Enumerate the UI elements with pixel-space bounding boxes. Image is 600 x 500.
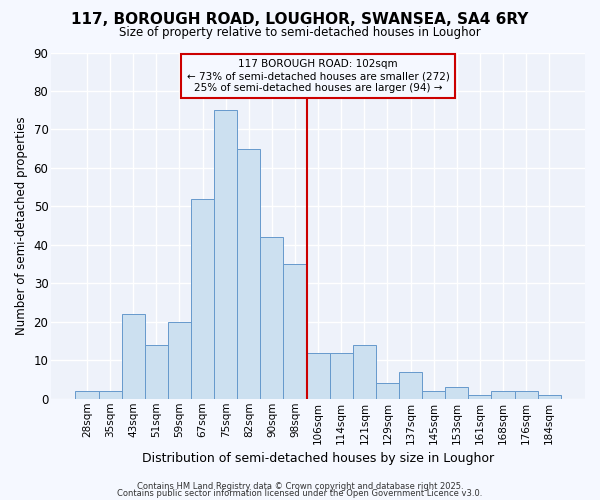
Text: Contains public sector information licensed under the Open Government Licence v3: Contains public sector information licen… <box>118 490 482 498</box>
Text: Size of property relative to semi-detached houses in Loughor: Size of property relative to semi-detach… <box>119 26 481 39</box>
Bar <box>283 264 307 399</box>
Bar <box>445 387 469 399</box>
Text: Contains HM Land Registry data © Crown copyright and database right 2025.: Contains HM Land Registry data © Crown c… <box>137 482 463 491</box>
Bar <box>98 391 122 399</box>
Bar <box>237 148 260 399</box>
Bar <box>422 391 445 399</box>
Bar <box>145 345 168 399</box>
Bar <box>260 237 283 399</box>
Bar <box>491 391 515 399</box>
Bar <box>515 391 538 399</box>
Bar <box>538 395 561 399</box>
X-axis label: Distribution of semi-detached houses by size in Loughor: Distribution of semi-detached houses by … <box>142 452 494 465</box>
Text: 117, BOROUGH ROAD, LOUGHOR, SWANSEA, SA4 6RY: 117, BOROUGH ROAD, LOUGHOR, SWANSEA, SA4… <box>71 12 529 28</box>
Bar <box>214 110 237 399</box>
Bar <box>399 372 422 399</box>
Bar <box>329 352 353 399</box>
Bar <box>191 198 214 399</box>
Bar <box>376 384 399 399</box>
Y-axis label: Number of semi-detached properties: Number of semi-detached properties <box>15 116 28 335</box>
Bar <box>469 395 491 399</box>
Bar <box>122 314 145 399</box>
Bar <box>353 345 376 399</box>
Bar <box>76 391 98 399</box>
Text: 117 BOROUGH ROAD: 102sqm
← 73% of semi-detached houses are smaller (272)
25% of : 117 BOROUGH ROAD: 102sqm ← 73% of semi-d… <box>187 60 449 92</box>
Bar <box>307 352 329 399</box>
Bar <box>168 322 191 399</box>
